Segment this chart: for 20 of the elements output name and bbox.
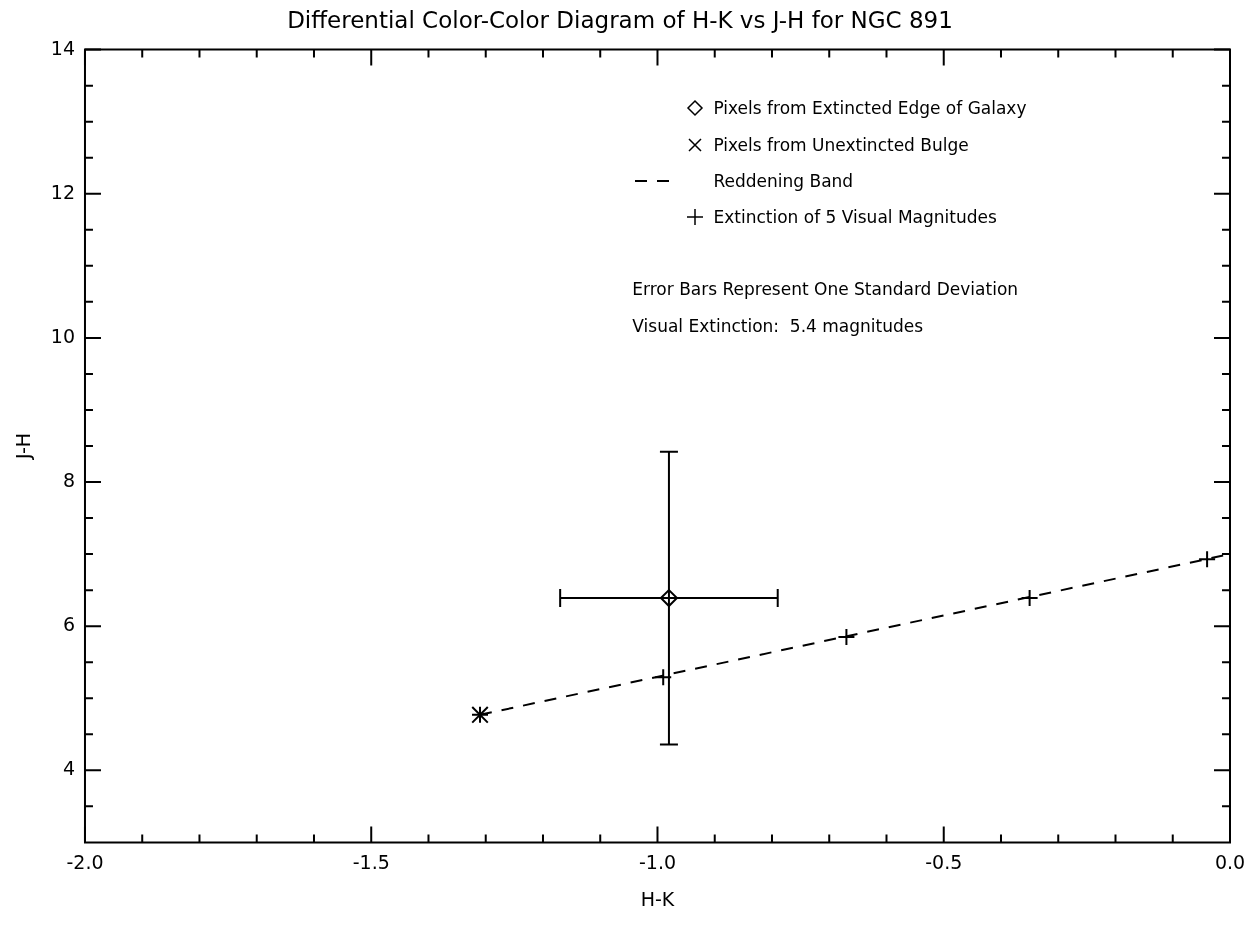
legend-label: Extinction of 5 Visual Magnitudes — [713, 207, 997, 228]
x-tick-label: -2.0 — [66, 850, 104, 873]
legend-label: Pixels from Extincted Edge of Galaxy — [713, 98, 1027, 119]
y-tick-label: 10 — [50, 324, 75, 347]
chart-title: Differential Color-Color Diagram of H-K vs J-H for NGC 891 — [287, 6, 953, 33]
y-tick-label: 14 — [50, 36, 75, 59]
annotation: Visual Extinction: 5.4 magnitudes — [632, 315, 924, 336]
y-tick-label: 8 — [62, 468, 75, 491]
y-tick-label: 6 — [62, 613, 75, 636]
x-tick-label: -1.0 — [638, 850, 677, 873]
y-tick-label: 4 — [62, 757, 75, 780]
x-tick-label: 0.0 — [1214, 850, 1246, 873]
y-axis-title: J-H — [12, 432, 35, 461]
x-tick-label: -1.5 — [352, 850, 390, 873]
x-tick-label: -0.5 — [925, 850, 963, 873]
legend-label: Pixels from Unextincted Bulge — [713, 134, 969, 155]
legend-label: Reddening Band — [713, 170, 854, 191]
x-axis-title: H-K — [640, 887, 675, 910]
annotation: Error Bars Represent One Standard Deviation — [632, 279, 1019, 300]
y-tick-label: 12 — [50, 180, 75, 203]
